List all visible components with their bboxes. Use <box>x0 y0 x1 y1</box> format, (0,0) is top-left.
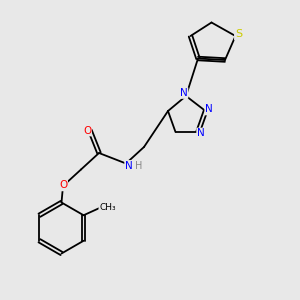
Text: N: N <box>180 88 188 98</box>
Text: O: O <box>83 125 91 136</box>
Text: S: S <box>235 29 242 40</box>
Text: N: N <box>197 128 205 139</box>
Text: O: O <box>59 180 67 190</box>
Text: N: N <box>205 104 213 115</box>
Text: H: H <box>135 161 142 171</box>
Text: N: N <box>125 161 133 171</box>
Text: CH₃: CH₃ <box>99 203 116 212</box>
